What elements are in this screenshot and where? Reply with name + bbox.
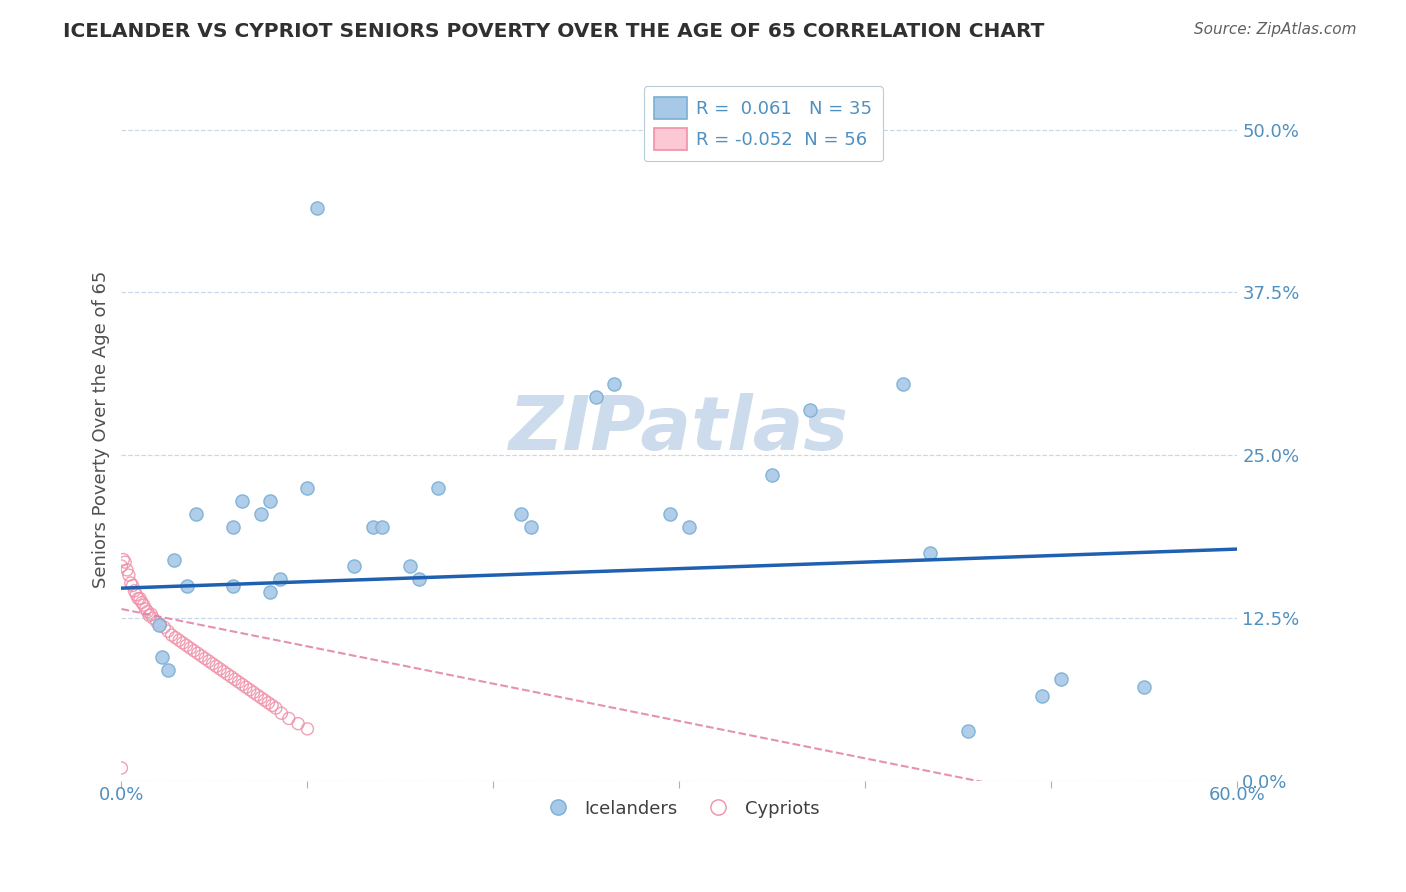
Point xyxy=(194,651,217,665)
Point xyxy=(920,546,942,560)
Point xyxy=(371,520,394,534)
Point xyxy=(162,552,184,566)
Point xyxy=(297,481,319,495)
Point xyxy=(121,578,143,592)
Point xyxy=(132,598,155,612)
Point xyxy=(167,633,190,648)
Point xyxy=(176,578,198,592)
Point xyxy=(156,663,179,677)
Point xyxy=(165,631,187,645)
Point xyxy=(246,688,269,702)
Point xyxy=(239,682,262,697)
Point xyxy=(519,520,541,534)
Point xyxy=(141,607,163,622)
Point xyxy=(305,201,328,215)
Point xyxy=(136,605,159,619)
Text: ICELANDER VS CYPRIOT SENIORS POVERTY OVER THE AGE OF 65 CORRELATION CHART: ICELANDER VS CYPRIOT SENIORS POVERTY OVE… xyxy=(63,22,1045,41)
Point xyxy=(287,716,309,731)
Point xyxy=(110,559,132,574)
Point xyxy=(217,667,239,681)
Point xyxy=(138,608,160,623)
Point xyxy=(1049,673,1071,687)
Point xyxy=(398,559,420,574)
Text: ZIPatlas: ZIPatlas xyxy=(509,392,849,466)
Point xyxy=(135,602,157,616)
Point xyxy=(231,677,253,691)
Point xyxy=(184,507,207,521)
Point xyxy=(259,494,281,508)
Point xyxy=(198,654,221,668)
Point xyxy=(956,724,979,739)
Point xyxy=(190,648,212,663)
Point xyxy=(361,520,384,534)
Point xyxy=(270,706,292,721)
Point xyxy=(1133,680,1156,694)
Point xyxy=(262,698,284,713)
Point xyxy=(208,662,231,676)
Point xyxy=(131,595,153,609)
Point xyxy=(127,591,149,606)
Point xyxy=(222,578,245,592)
Legend: Icelanders, Cypriots: Icelanders, Cypriots xyxy=(533,792,827,825)
Point xyxy=(408,572,430,586)
Point xyxy=(1031,690,1053,704)
Point xyxy=(510,507,533,521)
Point xyxy=(205,659,228,673)
Point xyxy=(149,617,172,632)
Point xyxy=(253,693,276,707)
Point xyxy=(146,615,169,629)
Point xyxy=(124,583,146,598)
Point xyxy=(259,585,281,599)
Point xyxy=(250,690,273,705)
Point xyxy=(129,591,152,606)
Point xyxy=(120,576,142,591)
Point xyxy=(224,673,246,687)
Point xyxy=(799,402,821,417)
Point xyxy=(231,494,253,508)
Point xyxy=(585,390,607,404)
Point xyxy=(179,641,201,656)
Point xyxy=(659,507,682,521)
Point xyxy=(118,568,141,582)
Point xyxy=(257,696,280,710)
Point xyxy=(148,617,170,632)
Point xyxy=(761,467,783,482)
Point xyxy=(212,665,235,679)
Point xyxy=(115,563,138,577)
Point xyxy=(297,722,319,736)
Point xyxy=(176,639,198,653)
Point xyxy=(343,559,366,574)
Point xyxy=(277,711,299,725)
Point xyxy=(201,657,224,671)
Point xyxy=(150,650,173,665)
Point xyxy=(250,507,273,521)
Point xyxy=(269,572,291,586)
Text: Source: ZipAtlas.com: Source: ZipAtlas.com xyxy=(1194,22,1357,37)
Point xyxy=(228,675,250,690)
Point xyxy=(678,520,700,534)
Point xyxy=(114,555,136,569)
Point xyxy=(142,611,165,625)
Point xyxy=(426,481,449,495)
Point xyxy=(125,588,148,602)
Point xyxy=(156,624,179,639)
Point xyxy=(112,552,135,566)
Point xyxy=(242,685,264,699)
Point xyxy=(264,701,287,715)
Point xyxy=(222,520,245,534)
Point xyxy=(153,620,176,634)
Point xyxy=(172,636,194,650)
Point xyxy=(160,628,183,642)
Point xyxy=(187,646,209,660)
Point xyxy=(891,376,914,391)
Point xyxy=(603,376,626,391)
Point xyxy=(183,643,205,657)
Y-axis label: Seniors Poverty Over the Age of 65: Seniors Poverty Over the Age of 65 xyxy=(93,270,110,588)
Point xyxy=(219,670,242,684)
Point xyxy=(110,761,132,775)
Point xyxy=(235,680,257,694)
